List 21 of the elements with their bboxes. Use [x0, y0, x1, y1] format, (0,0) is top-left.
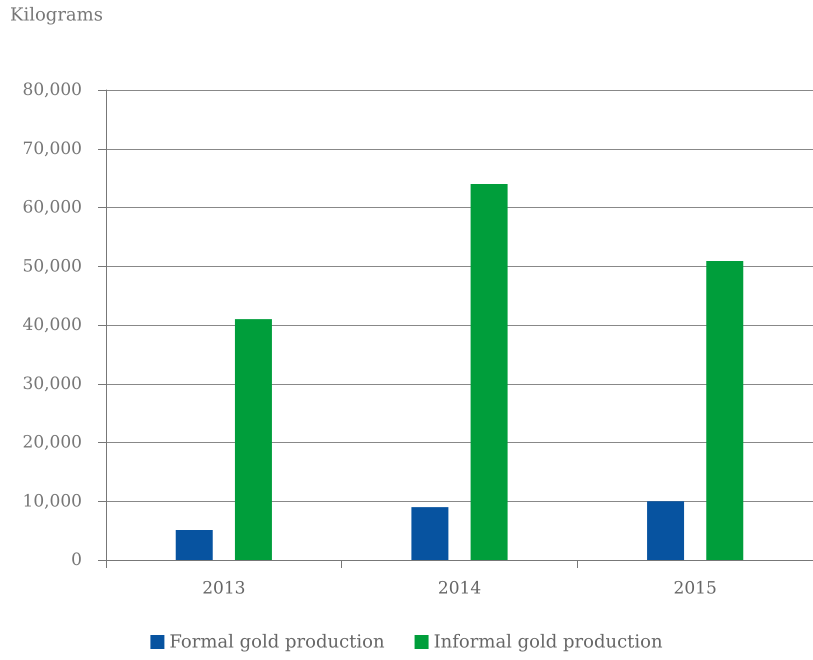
x-tick-label: 2013 — [202, 578, 246, 598]
bar — [176, 530, 213, 560]
legend-label: Informal gold production — [434, 632, 663, 652]
y-tick-label: 70,000 — [22, 138, 82, 159]
y-tick-label: 60,000 — [22, 198, 82, 218]
bar — [470, 184, 508, 560]
x-tick-label: 2015 — [674, 578, 717, 598]
x-tick-label: 2014 — [438, 578, 482, 598]
bar — [706, 260, 744, 560]
y-axis-title: Kilograms — [10, 4, 103, 26]
y-tick-label: 20,000 — [22, 432, 82, 452]
y-tick-label: 0 — [71, 550, 82, 570]
bar — [411, 507, 448, 560]
y-tick-label: 40,000 — [22, 315, 82, 335]
bar — [234, 319, 272, 560]
y-tick-label: 10,000 — [22, 491, 82, 512]
bar — [647, 501, 684, 560]
y-tick-label: 80,000 — [22, 80, 82, 100]
legend-label: Formal gold production — [169, 632, 385, 652]
y-tick-label: 50,000 — [22, 256, 82, 276]
y-tick-label: 30,000 — [22, 374, 82, 394]
